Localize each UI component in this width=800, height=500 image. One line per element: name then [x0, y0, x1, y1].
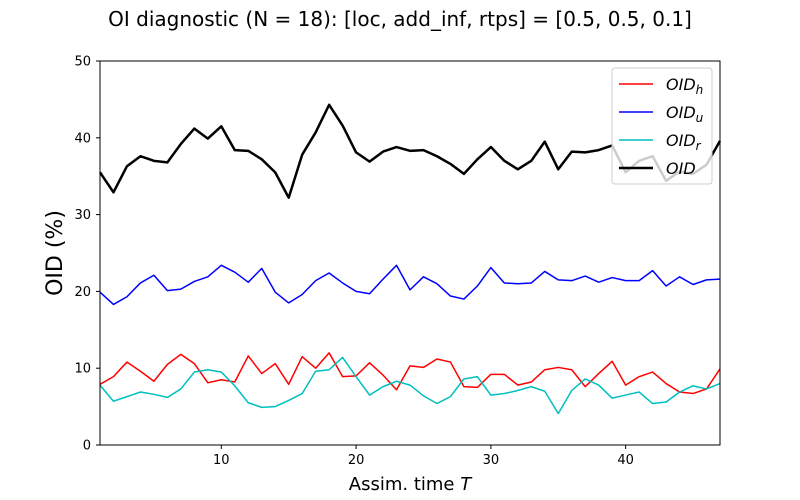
legend-label-h: OIDh [666, 75, 703, 97]
x-tick-label: 40 [617, 453, 634, 468]
series-line-u [99, 264, 721, 306]
series-line-h [99, 352, 721, 395]
y-tick-label: 20 [74, 285, 91, 300]
x-tick-label: 10 [213, 453, 230, 468]
y-tick-label: 50 [74, 55, 91, 70]
x-tick-label: 20 [348, 453, 365, 468]
y-tick-label: 30 [74, 208, 91, 223]
x-tick-label: 30 [483, 453, 500, 468]
x-axis-title: Assim. time T [349, 474, 473, 495]
y-tick-label: 10 [74, 362, 91, 377]
chart-title: OI diagnostic (N = 18): [loc, add_inf, r… [108, 7, 692, 31]
plot-frame [99, 60, 721, 446]
y-axis: 0 10 20 30 40 50 [74, 55, 100, 454]
y-tick-label: 0 [83, 439, 91, 454]
x-axis: 10 20 30 40 [213, 445, 634, 468]
legend-label-total: OID [666, 159, 696, 178]
x-axis-title-symbol: T [460, 474, 473, 495]
legend-label-r: OIDr [666, 131, 702, 153]
series-line-r [99, 356, 721, 415]
y-axis-title: OID (%) [43, 210, 68, 296]
y-tick-label: 40 [74, 131, 91, 146]
legend-box [611, 67, 713, 185]
x-axis-title-text: Assim. time [349, 474, 455, 495]
legend-label-u: OIDu [666, 103, 704, 125]
legend: OIDh OIDu OIDr OID [611, 67, 713, 185]
